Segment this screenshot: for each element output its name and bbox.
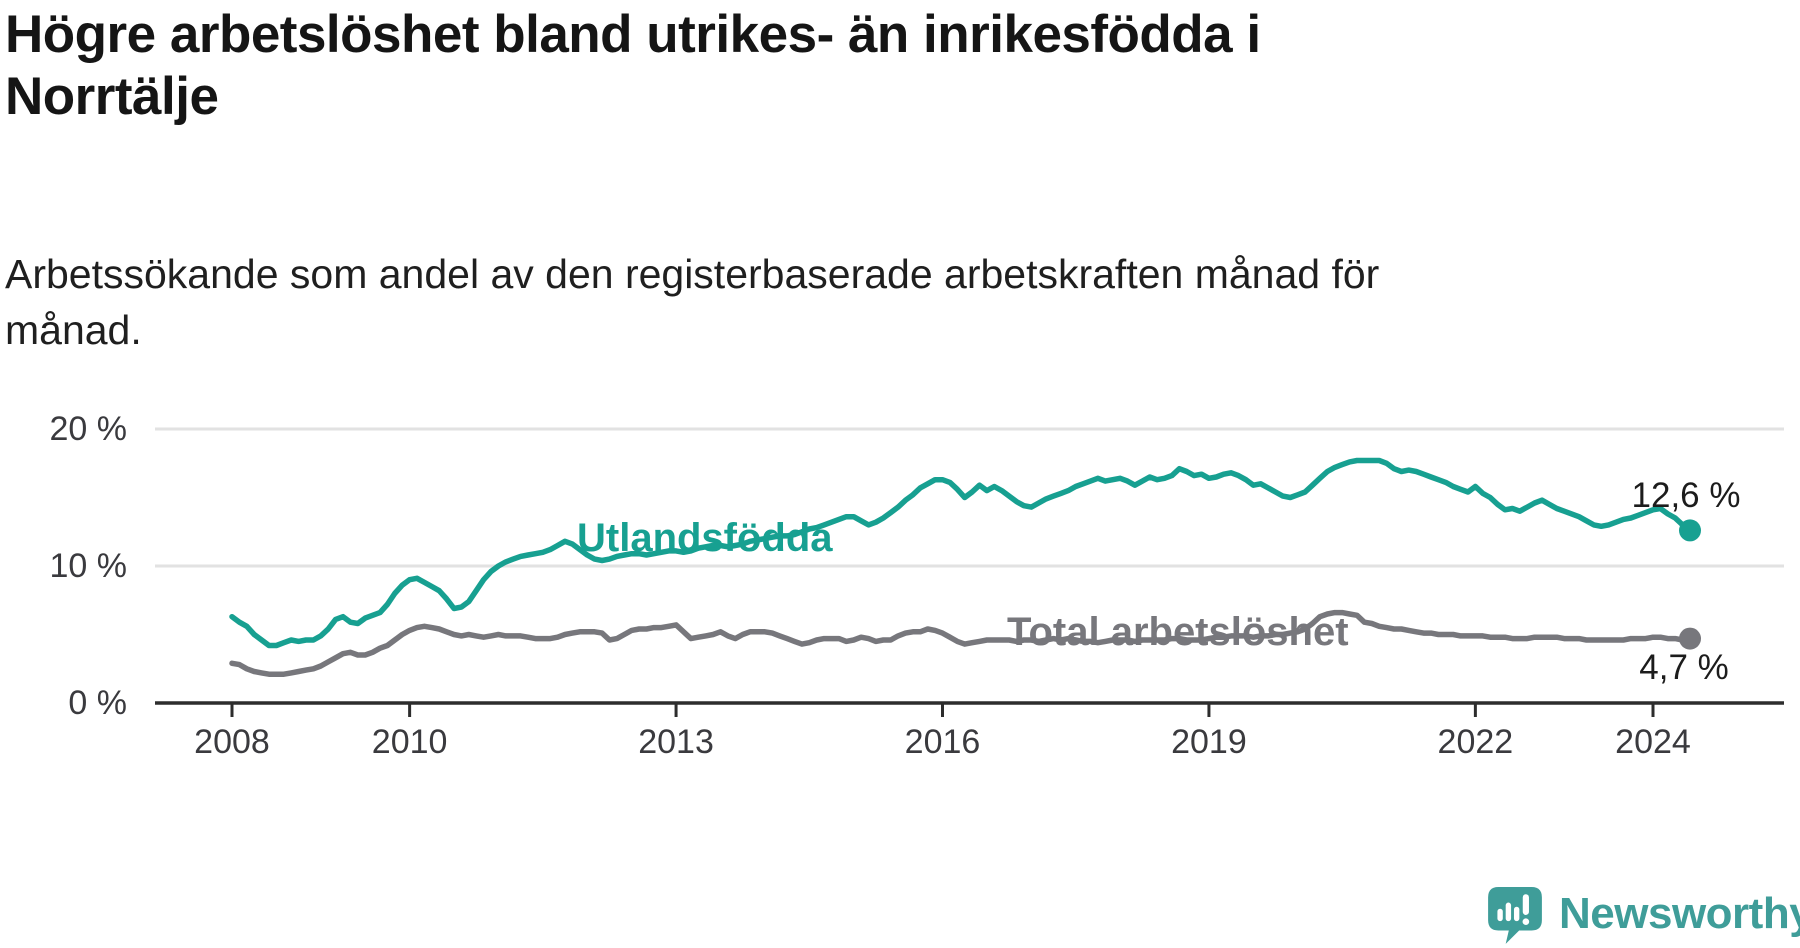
gridlines bbox=[155, 427, 1784, 568]
chart-subtitle: Arbetssökande som andel av den registerb… bbox=[5, 246, 1605, 358]
y-tick-label-20: 20 % bbox=[49, 410, 128, 448]
utlandsfodda-end-value: 12,6 % bbox=[1631, 476, 1741, 515]
newsworthy-speech-bubble-icon bbox=[1488, 887, 1542, 944]
total-unemployment-line bbox=[229, 609, 1693, 677]
series-label-utlandsfodda: Utlandsfödda bbox=[577, 516, 833, 560]
utlandsfodda-end-dot bbox=[1679, 519, 1701, 542]
series-label-total: Total arbetslöshet bbox=[1007, 610, 1349, 654]
newsworthy-logo-text: Newsworthy bbox=[1559, 889, 1800, 938]
x-axis-ticks bbox=[230, 703, 1655, 717]
y-tick-label-0: 0 % bbox=[68, 684, 127, 722]
x-tick-label-2008: 2008 bbox=[194, 723, 270, 761]
x-tick-label-2022: 2022 bbox=[1437, 723, 1514, 761]
total-end-dot bbox=[1679, 627, 1701, 650]
y-tick-label-10: 10 % bbox=[49, 547, 128, 585]
x-tick-label-2010: 2010 bbox=[371, 723, 448, 761]
x-tick-label-2016: 2016 bbox=[904, 723, 981, 761]
title-line-2: Norrtälje bbox=[5, 67, 219, 126]
newsworthy-logo: Newsworthy bbox=[1487, 886, 1800, 946]
x-tick-label-2013: 2013 bbox=[638, 723, 714, 761]
utlandsfodda-line bbox=[229, 457, 1693, 649]
page-title: Högre arbetslöshet bland utrikes- än inr… bbox=[5, 4, 1605, 128]
x-tick-label-2019: 2019 bbox=[1171, 723, 1247, 761]
x-tick-label-2024: 2024 bbox=[1615, 723, 1691, 761]
title-line-1: Högre arbetslöshet bland utrikes- än inr… bbox=[5, 5, 1261, 64]
total-end-value: 4,7 % bbox=[1639, 648, 1729, 687]
subtitle-line-1: Arbetssökande som andel av den registerb… bbox=[5, 251, 1380, 297]
subtitle-line-2: månad. bbox=[5, 307, 142, 353]
